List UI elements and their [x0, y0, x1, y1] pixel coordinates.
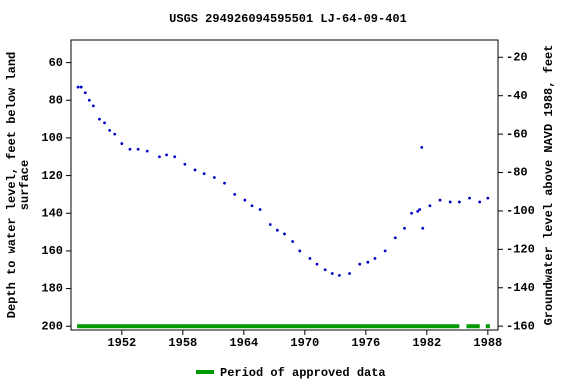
approved-period	[77, 324, 460, 329]
y2-tick-label: -100	[506, 204, 535, 218]
data-point	[428, 204, 432, 208]
data-point	[421, 226, 425, 230]
data-point	[291, 240, 295, 243]
data-point	[438, 198, 442, 202]
y2-tick-label: -40	[506, 89, 528, 103]
y-axis-label: Depth to water level, feet below land	[5, 52, 19, 318]
data-point	[268, 223, 272, 226]
data-point	[393, 236, 397, 240]
data-point	[223, 181, 226, 185]
data-point	[193, 168, 197, 172]
chart-title: USGS 294926094595501 LJ-64-09-401	[169, 12, 407, 26]
data-point	[233, 193, 237, 196]
data-point	[158, 155, 161, 159]
data-point	[113, 132, 117, 136]
data-point	[250, 204, 254, 208]
data-point	[108, 128, 112, 132]
x-tick-label: 1988	[473, 336, 502, 350]
data-point	[91, 104, 95, 108]
data-point	[315, 262, 319, 266]
data-point	[83, 91, 87, 95]
y-axis-label: surface	[18, 160, 32, 210]
y2-axis-label: Groundwater level above NAVD 1988, feet	[542, 45, 556, 326]
approved-period	[485, 324, 490, 329]
legend-label: Period of approved data	[220, 366, 386, 380]
data-point	[348, 272, 351, 275]
data-point	[416, 209, 420, 213]
data-point	[366, 260, 370, 264]
data-point	[98, 117, 101, 121]
y2-tick-label: -20	[506, 50, 528, 64]
x-tick-label: 1958	[168, 336, 197, 350]
y-tick-label: 80	[49, 93, 63, 107]
approved-period	[466, 324, 480, 329]
data-point	[308, 257, 312, 260]
x-tick-label: 1970	[290, 336, 319, 350]
data-point	[330, 272, 334, 275]
x-tick-label: 1982	[412, 336, 441, 350]
data-point	[103, 121, 106, 125]
x-tick-label: 1964	[229, 336, 258, 350]
y-tick-label: 100	[41, 131, 63, 145]
data-point	[173, 155, 177, 159]
data-point	[243, 198, 247, 202]
legend-swatch	[196, 370, 214, 374]
y2-tick-label: -80	[506, 166, 528, 180]
data-point	[403, 226, 406, 230]
y2-tick-label: -160	[506, 319, 535, 333]
data-point	[275, 228, 279, 232]
data-point	[418, 208, 422, 211]
x-tick-label: 1976	[351, 336, 380, 350]
x-tick-label: 1952	[107, 336, 136, 350]
data-point	[448, 200, 452, 204]
y2-tick-label: -120	[506, 243, 535, 257]
data-point	[76, 85, 80, 89]
y-tick-label: 180	[41, 282, 63, 296]
data-point	[212, 176, 216, 179]
y-tick-label: 140	[41, 206, 63, 220]
data-point	[468, 196, 471, 200]
y2-tick-label: -140	[506, 281, 535, 295]
data-point	[145, 149, 149, 153]
data-point	[383, 249, 387, 253]
data-point	[373, 257, 377, 260]
y2-tick-label: -60	[506, 127, 528, 141]
data-point	[87, 98, 91, 102]
data-point	[183, 162, 187, 166]
data-point	[136, 147, 140, 151]
data-point	[202, 172, 206, 176]
data-point	[283, 232, 286, 236]
data-point	[79, 85, 83, 89]
data-point	[258, 208, 262, 211]
y-tick-label: 120	[41, 169, 63, 183]
y-tick-label: 200	[41, 319, 63, 333]
data-point	[410, 211, 413, 215]
data-point	[420, 145, 424, 149]
y-tick-label: 160	[41, 244, 63, 258]
data-point	[323, 268, 327, 272]
data-point	[338, 273, 341, 277]
data-point	[358, 262, 362, 266]
data-point	[478, 200, 482, 204]
plot-frame	[70, 39, 499, 331]
data-point	[298, 249, 302, 253]
data-point	[486, 196, 490, 200]
data-point	[128, 147, 132, 151]
data-point	[457, 200, 461, 204]
data-point	[120, 142, 124, 145]
data-point	[165, 153, 168, 157]
y-tick-label: 60	[49, 56, 63, 70]
